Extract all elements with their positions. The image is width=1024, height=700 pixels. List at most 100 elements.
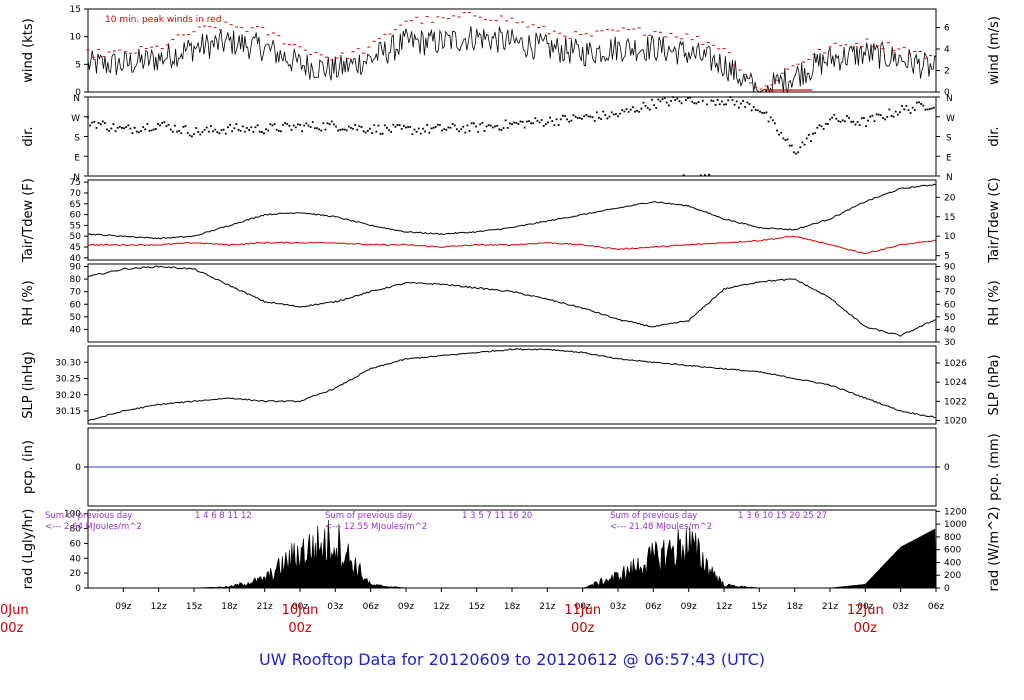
radiation-hour-marks: 1 4 6 8 11 12 — [195, 511, 252, 521]
direction-point — [517, 123, 520, 125]
time-tick-label: 00z — [575, 602, 591, 612]
direction-point — [254, 126, 257, 129]
direction-point — [916, 101, 918, 104]
direction-point — [602, 110, 605, 113]
direction-point — [320, 129, 323, 132]
direction-point — [644, 105, 647, 107]
wind-speed-line — [87, 26, 937, 94]
direction-point — [604, 114, 607, 116]
direction-point — [316, 127, 318, 129]
direction-point — [920, 103, 923, 105]
direction-point — [273, 123, 276, 125]
direction-point — [614, 113, 617, 115]
time-tick-label: 12z — [716, 602, 732, 612]
direction-point — [867, 119, 870, 122]
direction-point — [865, 125, 867, 128]
direction-point — [799, 146, 802, 149]
direction-point — [818, 124, 821, 127]
direction-point — [780, 131, 783, 134]
direction-point — [489, 124, 492, 127]
direction-point — [570, 119, 573, 122]
direction-point — [125, 126, 128, 128]
direction-point — [884, 118, 887, 121]
direction-point — [907, 109, 910, 112]
direction-point — [725, 103, 728, 106]
direction-point — [712, 100, 715, 102]
y-axis-label-left: dir. — [21, 126, 36, 146]
direction-point — [500, 129, 503, 131]
direction-point — [591, 116, 594, 119]
y-axis-label-left: rad (Lgly/hr) — [21, 509, 36, 590]
tick-label-right: 400 — [944, 558, 961, 568]
direction-point — [343, 128, 346, 131]
radiation-sum-value: <--- 21.48 MJoules/m^2 — [610, 522, 712, 532]
direction-point — [928, 108, 931, 110]
direction-point — [392, 123, 395, 126]
tick-label-left: 30.20 — [55, 391, 81, 401]
direction-point — [422, 127, 424, 130]
time-tick-label: 18z — [221, 602, 237, 612]
panel-frame — [87, 8, 937, 93]
direction-point — [759, 110, 761, 113]
direction-point — [246, 127, 248, 129]
direction-point — [354, 123, 357, 126]
direction-point — [104, 122, 106, 125]
direction-point — [439, 124, 441, 126]
tick-label-right: 0 — [944, 584, 950, 594]
direction-point — [212, 130, 214, 133]
direction-point — [453, 124, 456, 127]
direction-point — [127, 124, 130, 127]
tick-label-left: 55 — [70, 221, 81, 231]
direction-point — [670, 100, 672, 102]
direction-point — [110, 127, 113, 130]
direction-point — [771, 119, 774, 122]
direction-point — [911, 106, 914, 109]
direction-point — [129, 127, 132, 130]
direction-point — [207, 130, 210, 133]
direction-point — [466, 124, 469, 127]
tick-label-left: 0 — [75, 88, 81, 98]
direction-point — [769, 116, 772, 119]
direction-point — [396, 124, 399, 126]
direction-point — [335, 125, 337, 128]
direction-point — [419, 132, 422, 135]
direction-point — [667, 104, 670, 107]
tick-label-right: 15 — [944, 213, 955, 223]
tick-label-right: E — [946, 153, 952, 163]
direction-point — [248, 129, 251, 131]
direction-point — [846, 115, 848, 117]
tick-label-left: 60 — [70, 300, 82, 310]
direction-point — [405, 126, 407, 129]
tick-label-right: 1020 — [944, 417, 967, 427]
panel-pcp: pcp. (in) pcp. (mm) 0 0 — [21, 427, 1002, 507]
direction-point — [508, 122, 511, 125]
direction-point — [595, 111, 598, 114]
direction-point — [695, 102, 698, 105]
radiation-sum-title: Sum of previous day — [45, 511, 132, 521]
direction-point — [877, 113, 880, 116]
direction-point — [642, 101, 645, 104]
direction-point — [740, 102, 742, 105]
direction-point — [538, 121, 541, 124]
direction-point — [485, 125, 488, 128]
direction-point — [860, 117, 863, 120]
tick-label-right: 1000 — [944, 520, 967, 530]
direction-point — [932, 106, 935, 109]
tick-label-right: 30 — [944, 338, 956, 348]
time-tick-label: 12z — [151, 602, 167, 612]
direction-point — [163, 121, 166, 124]
direction-point — [896, 113, 899, 116]
panel-slp: SLP (inHg) SLP (hPa) 30.30 30.25 30.20 30.15 1… — [21, 345, 1002, 427]
direction-point — [447, 126, 450, 129]
direction-point — [458, 130, 460, 133]
tick-label-right: 1200 — [944, 507, 967, 517]
direction-point — [547, 121, 549, 124]
time-tick-label: 15z — [186, 602, 202, 612]
tick-label-left: 40 — [70, 254, 82, 264]
direction-point — [477, 130, 479, 133]
direction-point — [680, 102, 683, 105]
direction-point — [375, 130, 378, 133]
y-axis-label-right: wind (m/s) — [987, 16, 1002, 85]
direction-point — [687, 97, 689, 99]
direction-point — [133, 126, 136, 129]
